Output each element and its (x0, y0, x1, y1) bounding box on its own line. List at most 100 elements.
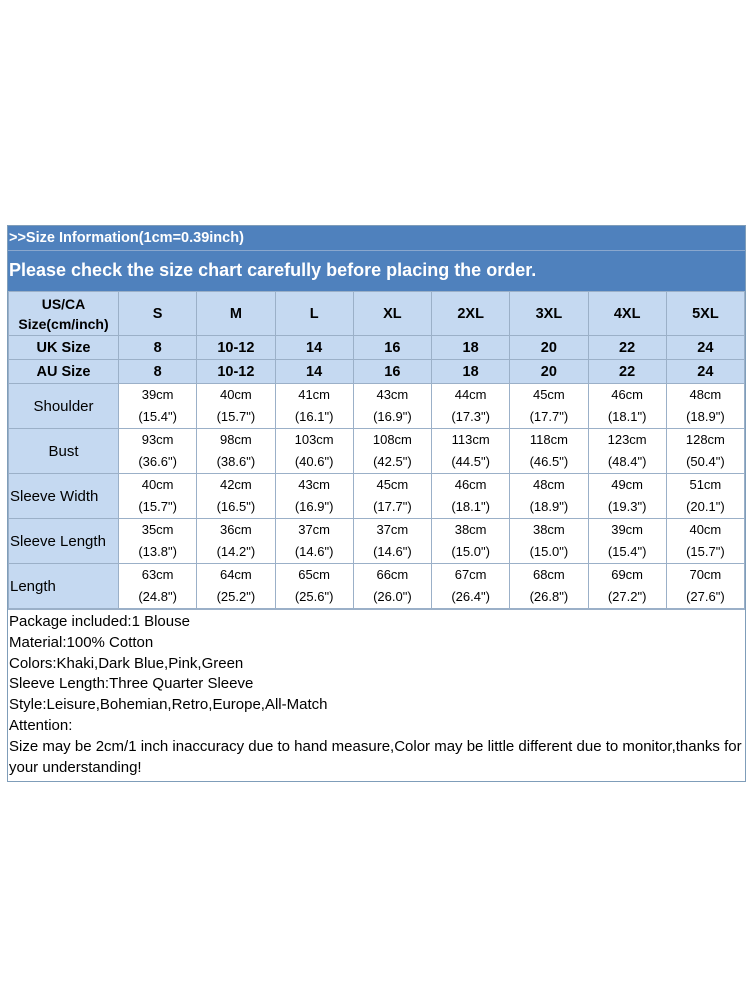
size-header: XL (352, 291, 433, 336)
cm-value: 46cm (454, 477, 487, 492)
inch-value: (50.4") (686, 454, 725, 469)
measure-cell: 42cm (16.5") (196, 473, 276, 519)
measure-cell: 118cm (46.5") (509, 428, 589, 474)
cm-value: 128cm (685, 432, 725, 447)
measure-cell: 64cm (25.2") (196, 563, 276, 609)
cm-value: 70cm (689, 567, 722, 582)
inch-value: (24.8") (138, 589, 177, 604)
size-header: M (196, 291, 276, 336)
cm-value: 39cm (141, 387, 174, 402)
measure-row-bust: Bust 93cm (36.6") 98cm (38.6") 103cm (40.6") 10… (8, 428, 746, 474)
inch-value: (17.3") (451, 409, 490, 424)
inch-value: (14.2") (216, 544, 256, 559)
inch-value: (15.7") (216, 409, 256, 424)
inch-value: (13.8") (138, 544, 177, 559)
measure-cell: 68cm (26.8") (509, 563, 589, 609)
measure-cell: 69cm (27.2") (587, 563, 667, 609)
inch-value: (38.6") (216, 454, 256, 469)
cm-value: 48cm (532, 477, 565, 492)
measure-cell: 40cm (15.7") (665, 518, 746, 564)
measure-cell: 93cm (36.6") (117, 428, 198, 474)
inch-value: (15.0") (529, 544, 569, 559)
measure-cell: 48cm (18.9") (509, 473, 589, 519)
measure-cell: 51cm (20.1") (665, 473, 746, 519)
inch-value: (16.1") (294, 409, 334, 424)
note-style: Style:Leisure,Bohemian,Retro,Europe,All-… (9, 696, 328, 714)
measure-cell: 35cm (13.8") (117, 518, 198, 564)
cm-value: 42cm (219, 477, 252, 492)
cm-value: 48cm (689, 387, 722, 402)
cm-value: 44cm (454, 387, 487, 402)
measure-cell: 40cm (15.7") (196, 383, 276, 429)
measure-cell: 38cm (15.0") (509, 518, 589, 564)
measure-label: Length (8, 563, 119, 609)
note-sleeve-length: Sleeve Length:Three Quarter Sleeve (9, 675, 254, 693)
inch-value: (20.1") (686, 499, 725, 514)
inch-value: (48.4") (607, 454, 647, 469)
cm-value: 98cm (219, 432, 252, 447)
cm-value: 45cm (376, 477, 409, 492)
inch-value: (44.5") (451, 454, 490, 469)
size-header: S (117, 291, 198, 336)
note-colors: Colors:Khaki,Dark Blue,Pink,Green (9, 654, 244, 672)
cm-value: 41cm (298, 387, 331, 402)
measure-cell: 36cm (14.2") (196, 518, 276, 564)
note-material: Material:100% Cotton (9, 633, 154, 651)
measure-cell: 63cm (24.8") (117, 563, 198, 609)
header-line-1: US/CA (41, 295, 86, 312)
cm-value: 45cm (532, 387, 565, 402)
inch-value: (15.0") (451, 544, 490, 559)
cm-value: 36cm (219, 522, 252, 537)
product-notes: Package included:1 Blouse Material:100% … (8, 609, 745, 781)
uk-size-value: 14 (274, 335, 354, 360)
measure-cell: 49cm (19.3") (587, 473, 667, 519)
note-disclaimer: Size may be 2cm/1 inch inaccuracy due to… (9, 737, 742, 776)
measure-cell: 40cm (15.7") (117, 473, 198, 519)
inch-value: (27.6") (686, 589, 725, 604)
au-size-value: 24 (665, 359, 746, 384)
au-size-value: 14 (274, 359, 354, 384)
note-package: Package included:1 Blouse (9, 613, 190, 630)
cm-value: 66cm (376, 567, 409, 582)
inch-value: (16.9") (294, 499, 334, 514)
inch-value: (18.9") (686, 409, 725, 424)
measure-label: Sleeve Width (8, 473, 119, 519)
measure-row-length: Length 63cm (24.8") 64cm (25.2") 65cm (25.6") 6… (8, 563, 746, 609)
au-size-value: 22 (587, 359, 667, 384)
au-size-value: 20 (509, 359, 589, 384)
inch-value: (15.7") (138, 499, 177, 514)
uk-size-label: UK Size (8, 335, 119, 360)
measure-cell: 38cm (15.0") (430, 518, 511, 564)
measure-cell: 45cm (17.7") (352, 473, 433, 519)
size-header: 5XL (665, 291, 746, 336)
cm-value: 46cm (611, 387, 644, 402)
inch-value: (40.6") (294, 454, 334, 469)
size-info-banner: >>Size Information(1cm=0.39inch) (8, 226, 745, 250)
inch-value: (26.8") (529, 589, 569, 604)
size-header: 2XL (430, 291, 511, 336)
inch-value: (18.9") (529, 499, 569, 514)
measure-cell: 39cm (15.4") (117, 383, 198, 429)
measure-cell: 48cm (18.9") (665, 383, 746, 429)
measure-cell: 98cm (38.6") (196, 428, 276, 474)
cm-value: 35cm (141, 522, 174, 537)
inch-value: (14.6") (294, 544, 334, 559)
measure-cell: 108cm (42.5") (352, 428, 433, 474)
cm-value: 68cm (532, 567, 565, 582)
cm-value: 40cm (689, 522, 722, 537)
inch-value: (27.2") (607, 589, 647, 604)
cm-value: 103cm (294, 432, 334, 447)
cm-value: 49cm (611, 477, 644, 492)
measure-cell: 103cm (40.6") (274, 428, 354, 474)
inch-value: (25.2") (216, 589, 256, 604)
cm-value: 37cm (376, 522, 409, 537)
measure-cell: 128cm (50.4") (665, 428, 746, 474)
cm-value: 37cm (298, 522, 331, 537)
inch-value: (19.3") (607, 499, 647, 514)
uk-size-value: 8 (117, 335, 198, 360)
cm-value: 93cm (141, 432, 174, 447)
measure-cell: 46cm (18.1") (587, 383, 667, 429)
inch-value: (15.4") (138, 409, 177, 424)
cm-value: 118cm (529, 432, 568, 447)
inch-value: (25.6") (294, 589, 334, 604)
